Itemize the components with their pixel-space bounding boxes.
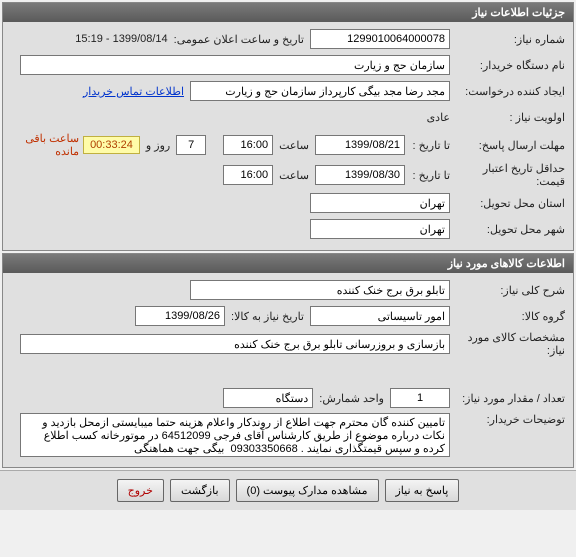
need-details-panel: جزئیات اطلاعات نیاز شماره نیاز: تاریخ و … xyxy=(2,2,574,251)
exit-button[interactable]: خروج xyxy=(117,479,164,502)
spec-label: مشخصات کالای مورد نیاز: xyxy=(450,331,565,357)
qty-label: تعداد / مقدار مورد نیاز: xyxy=(450,392,565,405)
contact-link[interactable]: اطلاعات تماس خریدار xyxy=(83,85,184,98)
city-label: شهر محل تحویل: xyxy=(450,223,565,236)
requester-label: ایجاد کننده درخواست: xyxy=(450,85,565,98)
goods-date-label: تاریخ نیاز به کالا: xyxy=(225,310,310,323)
unit-field[interactable] xyxy=(223,388,313,408)
time-label-2: ساعت xyxy=(273,169,315,182)
org-label: نام دستگاه خریدار: xyxy=(450,59,565,72)
need-number-field[interactable] xyxy=(310,29,450,49)
view-docs-button[interactable]: مشاهده مدارک پیوست (0) xyxy=(236,479,379,502)
announce-label: تاریخ و ساعت اعلان عمومی: xyxy=(168,33,310,46)
notes-field[interactable] xyxy=(20,413,450,457)
notes-label: توضیحات خریدار: xyxy=(450,413,565,426)
unit-label: واحد شمارش: xyxy=(313,392,390,405)
goods-date-field[interactable] xyxy=(135,306,225,326)
desc-field[interactable] xyxy=(190,280,450,300)
reply-button[interactable]: پاسخ به نیاز xyxy=(385,479,460,502)
need-number-label: شماره نیاز: xyxy=(450,33,565,46)
remaining-label: ساعت باقی مانده xyxy=(11,132,79,158)
spec-field[interactable] xyxy=(20,334,450,354)
validity-until-label: تا تاریخ : xyxy=(405,169,450,182)
validity-time-field[interactable] xyxy=(223,165,273,185)
countdown-timer: 00:33:24 xyxy=(83,136,140,154)
goods-info-body: شرح کلی نیاز: گروه کالا: تاریخ نیاز به ک… xyxy=(3,273,573,467)
announce-value: 1399/08/14 - 15:19 xyxy=(75,33,167,45)
until-date-field[interactable] xyxy=(315,135,405,155)
province-field[interactable] xyxy=(310,193,450,213)
time-label-1: ساعت xyxy=(273,139,315,152)
need-details-header: جزئیات اطلاعات نیاز xyxy=(3,3,573,22)
need-details-body: شماره نیاز: تاریخ و ساعت اعلان عمومی: 13… xyxy=(3,22,573,250)
goods-info-panel: اطلاعات کالاهای مورد نیاز شرح کلی نیاز: … xyxy=(2,253,574,468)
priority-value: عادی xyxy=(427,111,450,124)
validity-date-field[interactable] xyxy=(315,165,405,185)
reply-button-label: پاسخ به نیاز xyxy=(396,484,449,497)
footer-toolbar: پاسخ به نیاز مشاهده مدارک پیوست (0) بازگ… xyxy=(0,470,576,510)
until-time-field[interactable] xyxy=(223,135,273,155)
qty-field[interactable] xyxy=(390,388,450,408)
back-button-label: بازگشت xyxy=(181,484,219,497)
city-field[interactable] xyxy=(310,219,450,239)
province-label: استان محل تحویل: xyxy=(450,197,565,210)
deadline-label: مهلت ارسال پاسخ: xyxy=(450,139,565,152)
exit-button-label: خروج xyxy=(128,484,153,497)
priority-label: اولویت نیاز : xyxy=(450,111,565,124)
desc-label: شرح کلی نیاز: xyxy=(450,284,565,297)
group-field[interactable] xyxy=(310,306,450,326)
days-label: روز و xyxy=(140,139,176,152)
requester-field[interactable] xyxy=(190,81,450,101)
back-button[interactable]: بازگشت xyxy=(170,479,230,502)
group-label: گروه کالا: xyxy=(450,310,565,323)
days-field[interactable] xyxy=(176,135,206,155)
org-field[interactable] xyxy=(20,55,450,75)
validity-label: حداقل تاریخ اعتبار قیمت: xyxy=(450,162,565,188)
goods-info-header: اطلاعات کالاهای مورد نیاز xyxy=(3,254,573,273)
until-label: تا تاریخ : xyxy=(405,139,450,152)
view-docs-button-label: مشاهده مدارک پیوست (0) xyxy=(247,484,368,497)
